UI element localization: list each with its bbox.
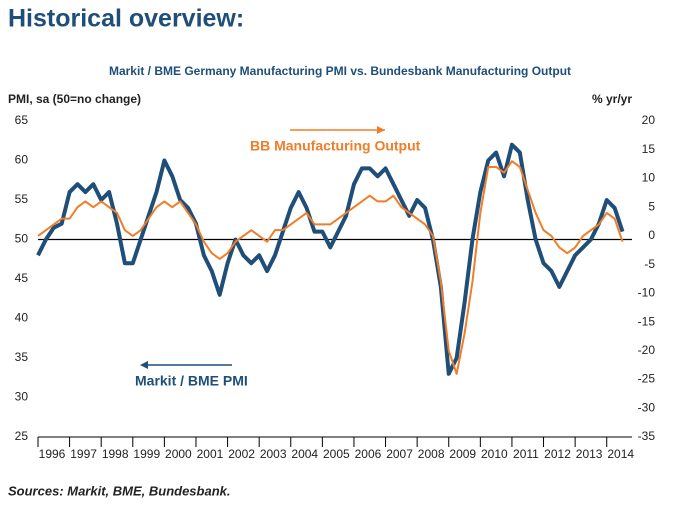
y-axis-label: PMI, sa (50=no change) xyxy=(8,92,141,106)
y-tick-label: 40 xyxy=(15,311,29,325)
y-tick-label: 65 xyxy=(15,113,29,127)
x-tick-label: 2000 xyxy=(165,447,192,461)
line-series xyxy=(37,160,624,375)
x-tick-label: 1999 xyxy=(133,447,160,461)
footer: Sources: Markit, BME, Bundesbank. xyxy=(8,483,231,498)
y2-tick-label: 20 xyxy=(642,113,656,127)
annotation: Markit / BME PMI xyxy=(135,373,248,389)
y2-tick-label: 15 xyxy=(642,142,656,156)
arrow-head xyxy=(377,126,385,134)
x-tick-label: 2002 xyxy=(228,447,255,461)
x-tick-label: 2003 xyxy=(260,447,287,461)
y2-tick-label: -30 xyxy=(638,400,656,414)
y-tick-label: 50 xyxy=(15,232,29,246)
x-tick-label: 2011 xyxy=(513,447,539,461)
y2-tick-label: 5 xyxy=(648,199,655,213)
y-tick-label: 60 xyxy=(15,153,29,167)
annotation: BB Manufacturing Output xyxy=(250,138,421,154)
page-title: Historical overview: xyxy=(8,5,244,33)
x-tick-label: 2004 xyxy=(291,447,318,461)
y-tick-label: 45 xyxy=(15,271,29,285)
x-tick-label: 2014 xyxy=(607,447,634,461)
arrow-head xyxy=(140,361,148,369)
x-tick-label: 1998 xyxy=(102,447,129,461)
x-tick-label: 2005 xyxy=(323,447,350,461)
y2-tick-label: 10 xyxy=(642,171,656,185)
y-tick-label: 35 xyxy=(15,350,29,364)
x-tick-label: 2007 xyxy=(386,447,413,461)
x-tick-label: 2009 xyxy=(449,447,476,461)
y2-tick-label: -20 xyxy=(638,343,656,357)
x-tick-label: 1996 xyxy=(39,447,66,461)
y2-tick-label: 0 xyxy=(648,228,655,242)
chart-title: Markit / BME Germany Manufacturing PMI v… xyxy=(109,64,571,78)
x-tick-label: 2013 xyxy=(576,447,603,461)
line-series xyxy=(36,142,625,376)
y-tick-label: 25 xyxy=(15,429,29,443)
y2-tick-label: -25 xyxy=(638,372,656,386)
y2-tick-label: -35 xyxy=(638,429,656,443)
x-tick-label: 2001 xyxy=(197,447,224,461)
y2-tick-label: -10 xyxy=(638,286,656,300)
x-tick-label: 1997 xyxy=(70,447,97,461)
x-tick-label: 2006 xyxy=(355,447,382,461)
x-tick-label: 2008 xyxy=(418,447,445,461)
x-tick-label: 2010 xyxy=(481,447,508,461)
y2-tick-label: -15 xyxy=(638,314,656,328)
x-tick-label: 2012 xyxy=(544,447,571,461)
y2-axis-label: % yr/yr xyxy=(592,92,632,106)
y-tick-label: 30 xyxy=(15,390,29,404)
y2-tick-label: -5 xyxy=(644,257,655,271)
y-tick-label: 55 xyxy=(15,192,29,206)
